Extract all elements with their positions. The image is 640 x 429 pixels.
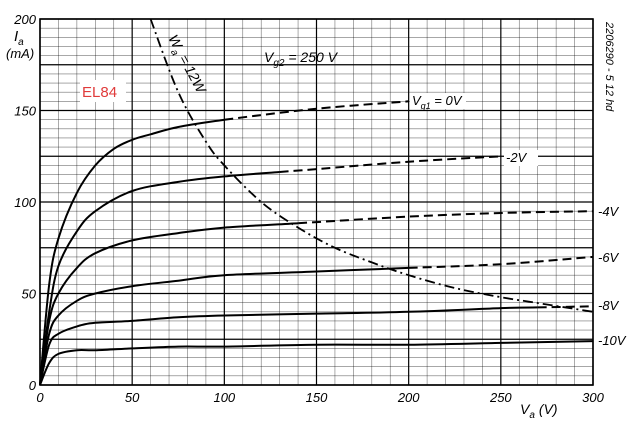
plate-curves [39, 100, 594, 386]
curve-label-bg [596, 250, 630, 266]
y-tick-label: 200 [13, 12, 36, 27]
y-axis-unit: (mA) [6, 46, 34, 61]
plate-curve [39, 266, 409, 386]
curve-labels: Vg1 = 0V -2V -4V -6V -8V -10V [410, 93, 630, 349]
plate-curve-extrapolated [279, 155, 501, 173]
tick-labels: 0 50 100 150 200 250 300 0 50 100 150 200 [13, 12, 604, 405]
plate-curve [39, 222, 299, 386]
plate-curve [39, 171, 280, 386]
y-tick-label: 0 [29, 378, 37, 393]
curve-label-bg [596, 333, 630, 349]
plate-curve [39, 340, 594, 386]
x-tick-label: 200 [397, 390, 420, 405]
y-axis-label: Ia [14, 28, 24, 48]
curve-label-bg [504, 150, 538, 166]
y-tick-label: 50 [22, 287, 37, 302]
x-tick-label: 0 [36, 390, 44, 405]
curve-label: -4V [598, 204, 620, 219]
plot-frame [39, 18, 594, 386]
curve-label: -10V [598, 333, 627, 348]
document-code: 2206290 - 5 12 hd [603, 21, 615, 112]
vg2-annotation: Vg2 = 250 V [264, 49, 339, 69]
x-axis-label: Va (V) [520, 401, 558, 421]
power-hyperbola-curve [149, 18, 594, 313]
curve-label-bg [596, 298, 630, 314]
x-tick-label: 100 [213, 390, 235, 405]
plate-curve-extrapolated [537, 305, 594, 309]
curve-label: -8V [598, 298, 620, 313]
plate-curve [39, 306, 538, 386]
y-tick-label: 100 [14, 195, 36, 210]
y-tick-label: 150 [14, 104, 36, 119]
curve-label: -6V [598, 250, 620, 265]
curve-label: -2V [506, 150, 528, 165]
x-tick-label: 150 [306, 390, 328, 405]
model-label: EL84 [82, 84, 117, 101]
curve-label: Vg1 = 0V [412, 93, 463, 111]
model-label-box [80, 80, 126, 102]
curve-label-bg [596, 204, 630, 220]
x-tick-label: 250 [489, 390, 512, 405]
major-gridlines [39, 18, 594, 386]
plate-curve-extrapolated [408, 255, 594, 269]
curve-label-bg [410, 93, 466, 109]
x-tick-label: 300 [582, 390, 604, 405]
plate-curve [39, 118, 225, 386]
plate-curve-extrapolated [224, 100, 409, 121]
x-tick-label: 50 [125, 390, 140, 405]
